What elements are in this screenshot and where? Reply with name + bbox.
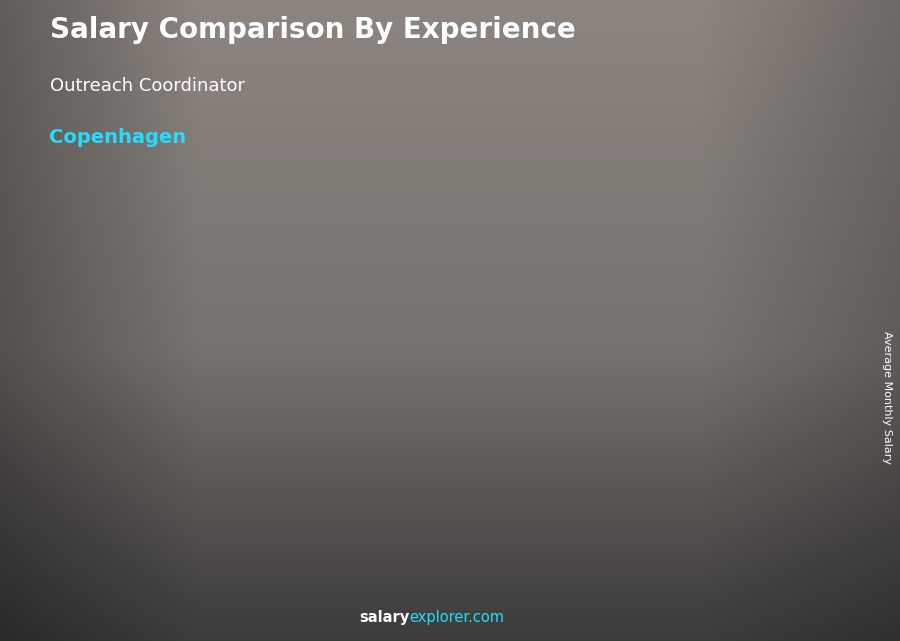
Text: 23,700 DKK: 23,700 DKK <box>214 539 280 549</box>
Bar <box>421 376 429 564</box>
Bar <box>552 335 560 564</box>
Polygon shape <box>560 325 574 564</box>
Bar <box>219 437 227 564</box>
Bar <box>291 437 299 564</box>
Text: +22%: +22% <box>436 271 493 289</box>
Bar <box>789 19 800 80</box>
Polygon shape <box>821 283 835 564</box>
Bar <box>88 469 96 564</box>
Text: +48%: +48% <box>306 313 363 331</box>
Polygon shape <box>219 427 313 437</box>
Text: 35,000 DKK: 35,000 DKK <box>345 531 410 542</box>
Text: 42,700 DKK: 42,700 DKK <box>475 526 541 537</box>
Text: Copenhagen: Copenhagen <box>50 128 186 147</box>
Bar <box>219 437 299 564</box>
Bar <box>682 313 690 564</box>
Bar <box>349 376 357 564</box>
Polygon shape <box>349 366 444 376</box>
Text: 46,600 DKK: 46,600 DKK <box>606 524 671 534</box>
Bar <box>88 469 168 564</box>
Text: 50,400 DKK: 50,400 DKK <box>736 522 802 531</box>
Polygon shape <box>88 459 183 469</box>
Polygon shape <box>690 304 705 564</box>
Text: 17,700 DKK: 17,700 DKK <box>84 543 149 553</box>
Bar <box>480 335 488 564</box>
Bar <box>763 43 843 56</box>
Polygon shape <box>741 283 835 293</box>
Text: Outreach Coordinator: Outreach Coordinator <box>50 77 245 95</box>
Text: +34%: +34% <box>176 376 232 394</box>
Text: Average Monthly Salary: Average Monthly Salary <box>881 331 892 464</box>
Bar <box>349 376 429 564</box>
Bar <box>610 313 618 564</box>
Text: +8%: +8% <box>704 227 748 245</box>
Bar <box>480 335 560 564</box>
Bar <box>741 293 749 564</box>
Text: Salary Comparison By Experience: Salary Comparison By Experience <box>50 16 575 44</box>
Bar <box>813 293 821 564</box>
Text: +9%: +9% <box>573 249 617 267</box>
Polygon shape <box>168 459 183 564</box>
Polygon shape <box>299 427 313 564</box>
Bar <box>610 313 690 564</box>
Polygon shape <box>480 325 574 335</box>
Bar <box>160 469 168 564</box>
Text: salary: salary <box>359 610 410 625</box>
Bar <box>741 293 821 564</box>
Text: explorer.com: explorer.com <box>410 610 505 625</box>
Polygon shape <box>429 366 444 564</box>
Polygon shape <box>610 304 705 313</box>
